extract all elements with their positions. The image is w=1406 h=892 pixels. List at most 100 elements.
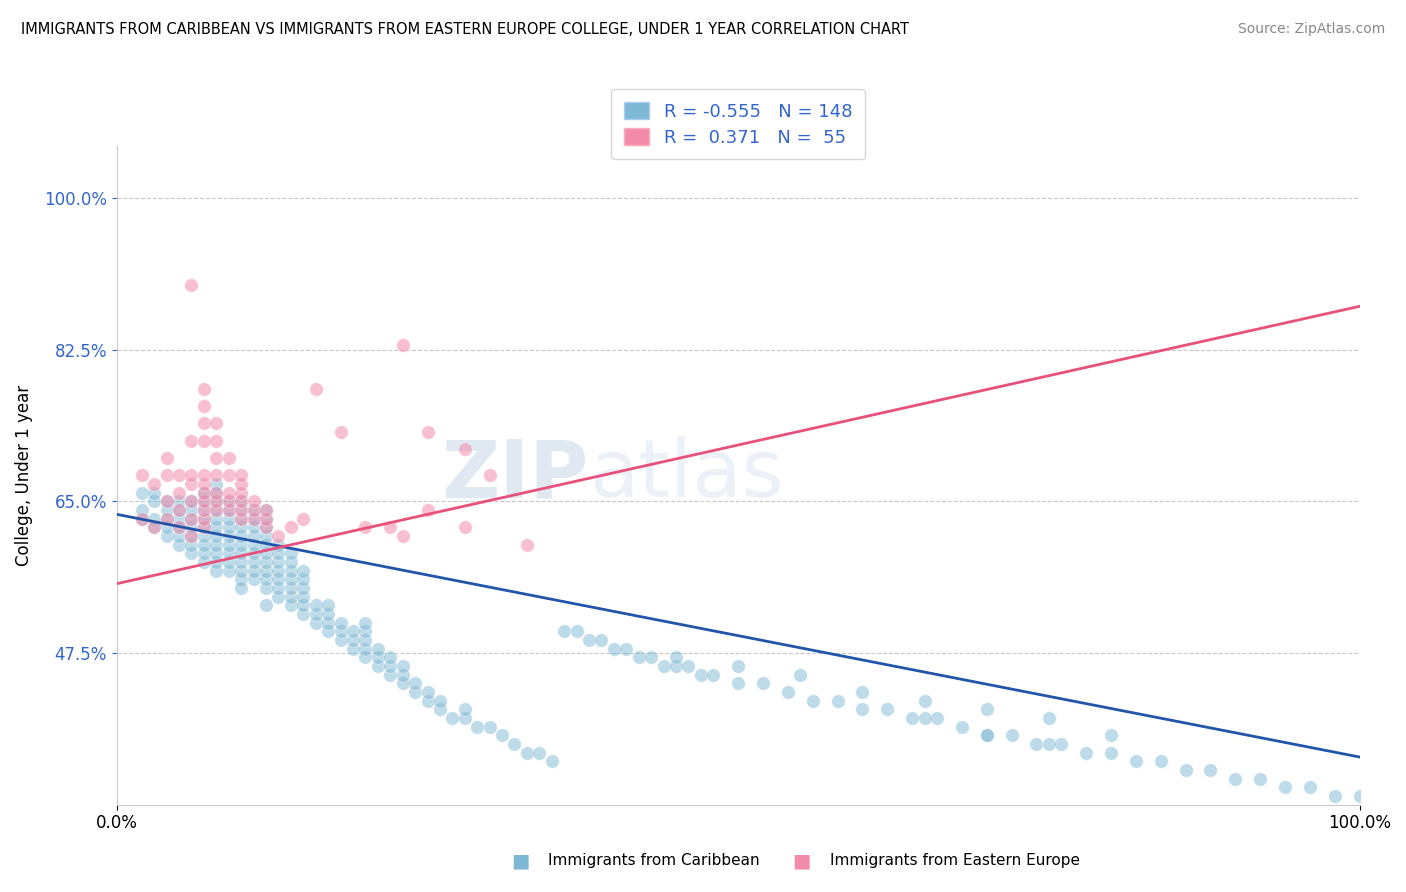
Point: [193, 477, 215, 491]
Point: [218, 468, 240, 483]
Point: [205, 503, 228, 517]
Point: [180, 546, 202, 560]
Point: [441, 711, 464, 725]
Point: [367, 641, 389, 656]
Point: [155, 529, 177, 543]
Point: [254, 564, 277, 578]
Point: [914, 711, 936, 725]
Point: [180, 511, 202, 525]
Point: [193, 511, 215, 525]
Point: [1038, 737, 1060, 751]
Point: [391, 676, 413, 690]
Point: [254, 520, 277, 534]
Point: [205, 417, 228, 431]
Point: [429, 702, 451, 716]
Point: [454, 520, 477, 534]
Point: [1125, 755, 1147, 769]
Point: [193, 555, 215, 569]
Point: [205, 520, 228, 534]
Point: [516, 538, 538, 552]
Point: [280, 564, 302, 578]
Point: [652, 659, 675, 673]
Point: [292, 572, 315, 586]
Point: [1038, 711, 1060, 725]
Point: [380, 659, 402, 673]
Point: [229, 503, 252, 517]
Point: [354, 615, 377, 630]
Point: [155, 511, 177, 525]
Point: [342, 641, 364, 656]
Point: [193, 382, 215, 396]
Point: [205, 434, 228, 448]
Point: [218, 503, 240, 517]
Point: [242, 511, 264, 525]
Point: [229, 555, 252, 569]
Point: [242, 572, 264, 586]
Point: [503, 737, 526, 751]
Point: [242, 564, 264, 578]
Point: [205, 503, 228, 517]
Point: [254, 511, 277, 525]
Point: [342, 633, 364, 648]
Point: [193, 511, 215, 525]
Point: [242, 538, 264, 552]
Point: [180, 434, 202, 448]
Point: [1050, 737, 1073, 751]
Point: [976, 728, 998, 742]
Point: [193, 520, 215, 534]
Point: [254, 529, 277, 543]
Point: [180, 277, 202, 292]
Point: [229, 520, 252, 534]
Point: [242, 494, 264, 508]
Point: [316, 615, 339, 630]
Point: [193, 417, 215, 431]
Point: [267, 564, 290, 578]
Point: [131, 468, 153, 483]
Point: [851, 702, 873, 716]
Point: [1249, 772, 1271, 786]
Point: [167, 503, 190, 517]
Point: [354, 641, 377, 656]
Point: [218, 494, 240, 508]
Point: [925, 711, 948, 725]
Point: [640, 650, 662, 665]
Point: [131, 511, 153, 525]
Point: [193, 399, 215, 413]
Point: [205, 485, 228, 500]
Point: [229, 468, 252, 483]
Point: [267, 546, 290, 560]
Point: [229, 494, 252, 508]
Point: [143, 520, 166, 534]
Point: [167, 529, 190, 543]
Text: Source: ZipAtlas.com: Source: ZipAtlas.com: [1237, 22, 1385, 37]
Point: [553, 624, 575, 639]
Point: [267, 581, 290, 595]
Point: [267, 555, 290, 569]
Point: [229, 503, 252, 517]
Point: [416, 425, 439, 439]
Point: [280, 546, 302, 560]
Point: [242, 520, 264, 534]
Point: [205, 450, 228, 465]
Point: [478, 468, 501, 483]
Point: [254, 546, 277, 560]
Point: [316, 624, 339, 639]
Point: [280, 520, 302, 534]
Point: [914, 694, 936, 708]
Point: [280, 590, 302, 604]
Point: [193, 494, 215, 508]
Point: [367, 650, 389, 665]
Point: [167, 520, 190, 534]
Point: [367, 659, 389, 673]
Point: [540, 755, 562, 769]
Point: [851, 685, 873, 699]
Point: [205, 546, 228, 560]
Point: [280, 555, 302, 569]
Point: [218, 503, 240, 517]
Point: [193, 538, 215, 552]
Point: [218, 538, 240, 552]
Point: [205, 511, 228, 525]
Point: [329, 425, 352, 439]
Point: [1074, 746, 1097, 760]
Point: [254, 538, 277, 552]
